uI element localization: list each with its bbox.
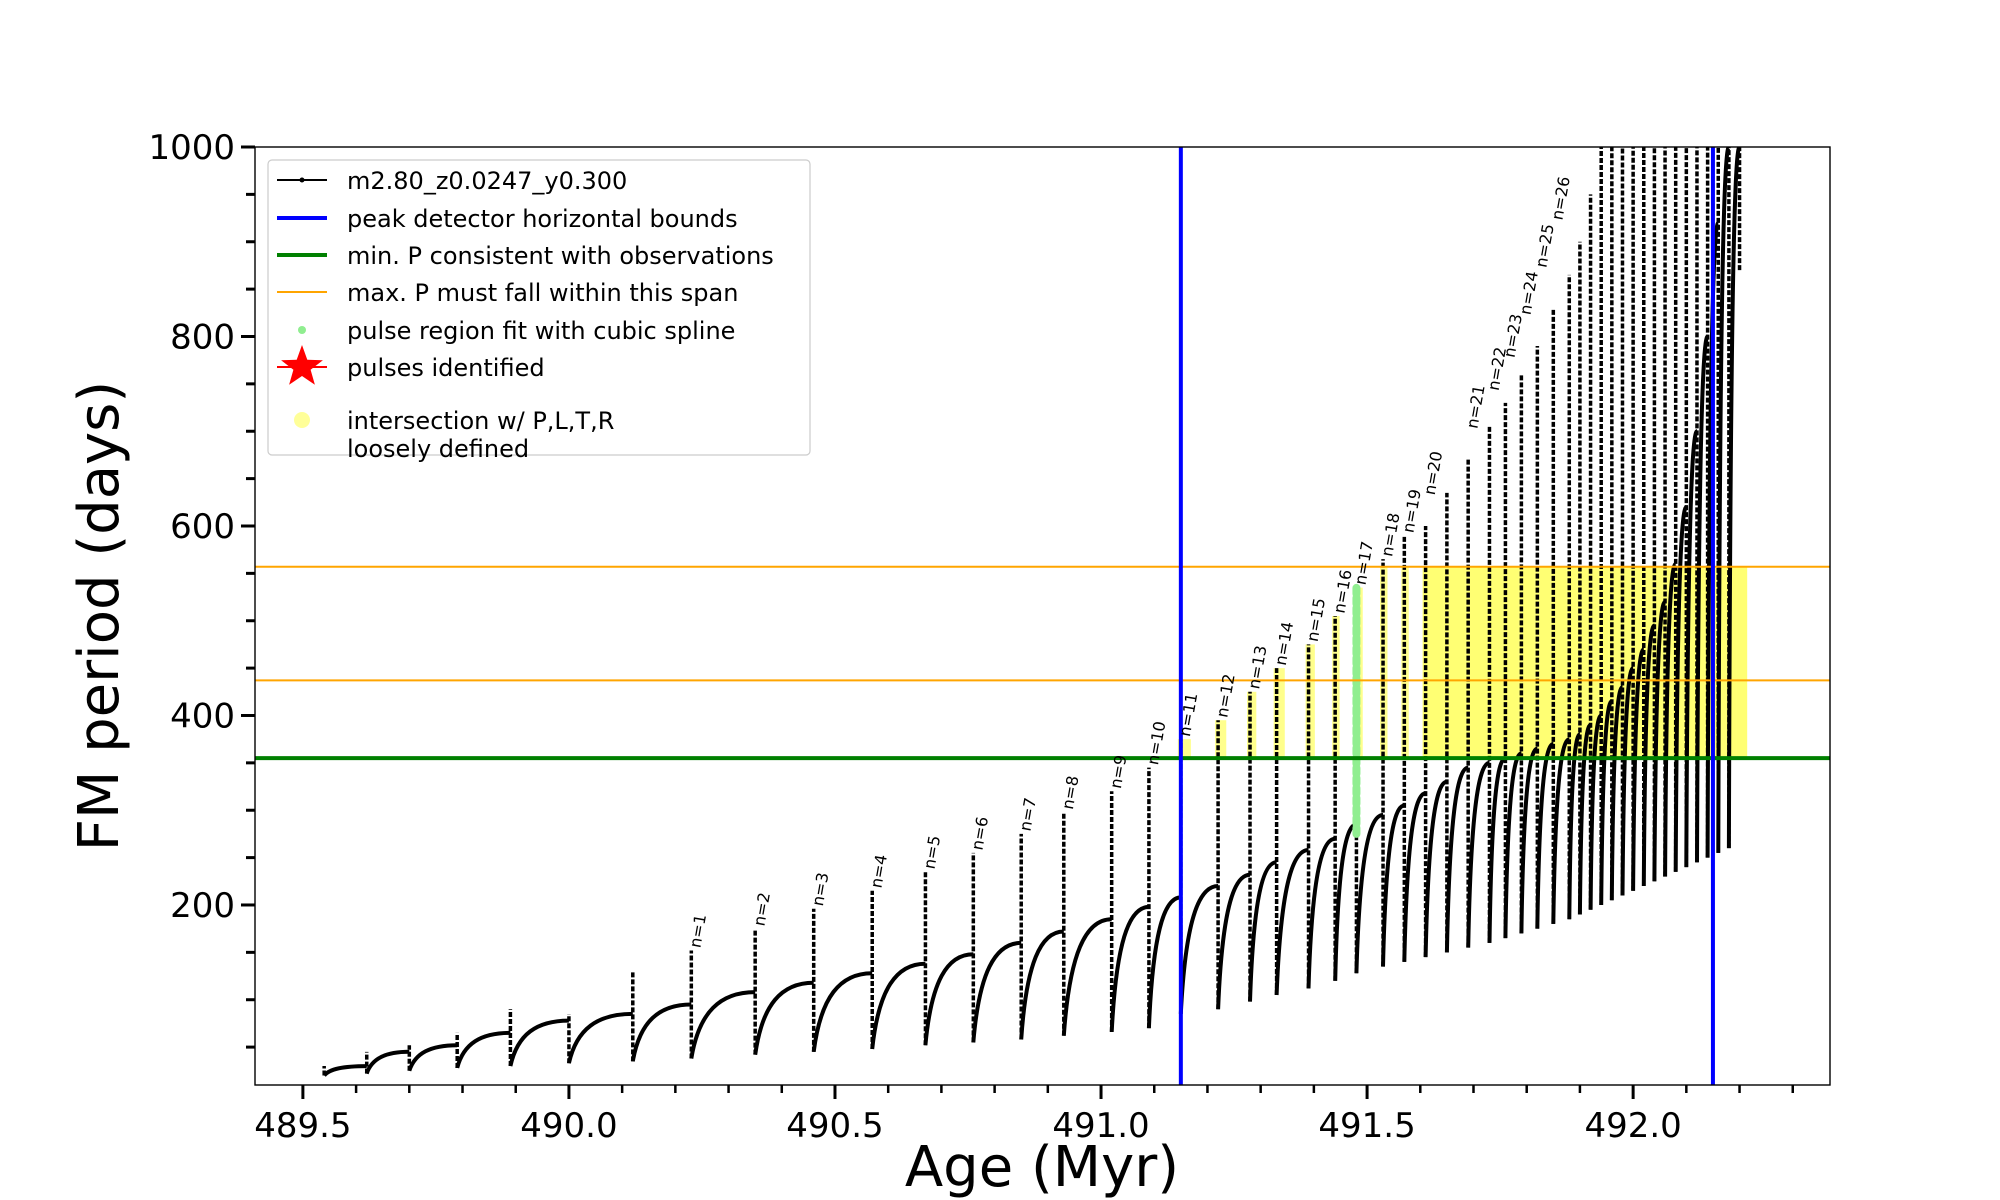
pulse-curve xyxy=(1306,836,1336,989)
legend-frame xyxy=(267,159,811,456)
pulse-curve xyxy=(1061,917,1112,1036)
pulse-curve xyxy=(566,1011,633,1064)
legend-label: m2.80_z0.0247_y0.300 xyxy=(347,167,627,195)
legend-label: min. P consistent with observations xyxy=(347,242,774,270)
pulse-curve xyxy=(811,971,873,1053)
x-tick-label: 491.5 xyxy=(1318,1106,1415,1146)
highlight-region xyxy=(1465,566,1487,759)
y-tick-label: 200 xyxy=(170,886,235,926)
pulse-curve xyxy=(1423,779,1448,958)
y-tick-label: 800 xyxy=(170,317,235,357)
pulse-curve xyxy=(689,990,756,1059)
y-tick-label: 1000 xyxy=(148,128,235,168)
pulse-curve xyxy=(971,940,1022,1043)
highlight-region xyxy=(1443,566,1466,759)
highlight-region xyxy=(1273,668,1285,759)
legend-label: loosely defined xyxy=(347,435,529,463)
pulse-curve xyxy=(870,961,926,1050)
axes: 489.5 490.0 490.5 491.0 491.5 492.0 200 400 600 8… xyxy=(148,128,1795,1146)
x-tick-label: 491.0 xyxy=(1052,1106,1149,1146)
highlight-region xyxy=(1736,566,1748,759)
pulse-curve xyxy=(455,1030,511,1069)
legend-label: intersection w/ P,L,T,R xyxy=(347,407,614,435)
pulse-curve xyxy=(1620,666,1636,896)
legend-label: max. P must fall within this span xyxy=(347,279,738,307)
legend-marker xyxy=(299,177,305,183)
highlight-region xyxy=(1598,566,1609,759)
highlight-region xyxy=(1630,566,1641,759)
highlight-region xyxy=(1332,616,1340,759)
y-tick-label: 400 xyxy=(170,696,235,736)
x-tick-label: 492.0 xyxy=(1584,1106,1681,1146)
highlight-region xyxy=(1587,566,1599,759)
highlight-region xyxy=(1422,566,1444,759)
plot-frame xyxy=(254,146,1831,1086)
pulse-curve xyxy=(1652,599,1668,882)
highlight-region xyxy=(1401,566,1409,759)
highlight-region xyxy=(1576,566,1588,759)
y-tick-label: 600 xyxy=(170,507,235,547)
highlight-region xyxy=(1640,566,1652,759)
x-tick-label: 490.0 xyxy=(520,1106,617,1146)
legend-label: peak detector horizontal bounds xyxy=(347,205,738,233)
pulse-curve xyxy=(1109,904,1150,1033)
y-axis-title: FM period (days) xyxy=(67,381,132,851)
x-axis-title: Age (Myr) xyxy=(905,1135,1179,1200)
legend-label: pulses identified xyxy=(347,354,545,382)
pulse-curve xyxy=(753,980,814,1055)
x-tick-label: 490.5 xyxy=(786,1106,883,1146)
legend-marker xyxy=(281,345,323,385)
highlight-region xyxy=(1619,566,1631,759)
plot-area: n=1n=2n=3 n=4n=5n=6n=7n=8n=9n=10n=11 n=12n… xyxy=(255,147,1830,1085)
pulse-curve xyxy=(1599,699,1613,906)
pulse-curve xyxy=(1019,929,1064,1040)
pulse-curve xyxy=(630,1002,692,1062)
pulse-curve xyxy=(923,952,974,1046)
legend-marker xyxy=(298,326,306,334)
legend-marker xyxy=(294,412,310,428)
highlight-region xyxy=(1608,566,1620,759)
x-tick-label: 489.5 xyxy=(254,1106,351,1146)
legend-label: pulse region fit with cubic spline xyxy=(347,317,735,345)
highlight-region xyxy=(1566,566,1577,759)
pulse-curve xyxy=(407,1043,458,1072)
pulse-curve xyxy=(508,1018,569,1067)
highlight-region xyxy=(1215,720,1227,759)
